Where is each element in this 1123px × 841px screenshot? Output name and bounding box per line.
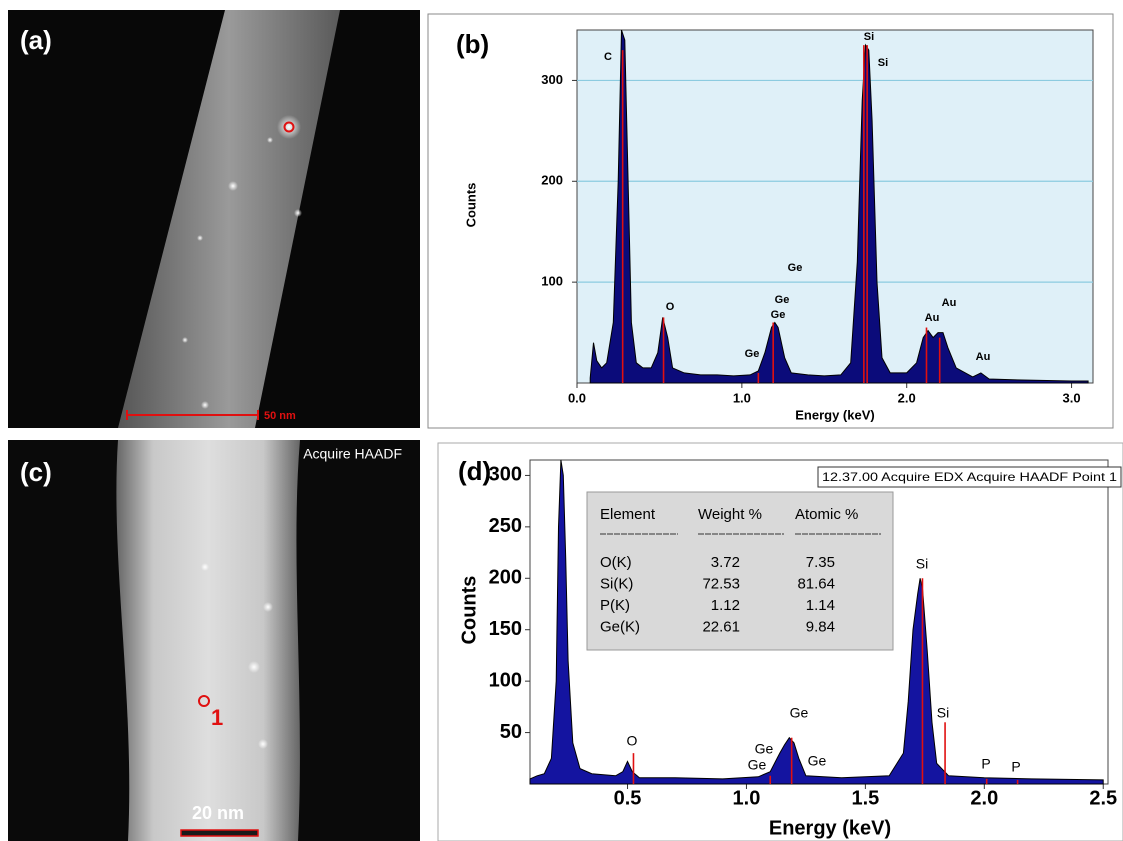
peak-label: Au <box>976 351 991 363</box>
x-tick-label: 1.0 <box>733 390 751 405</box>
table-cell: P(K) <box>600 597 630 614</box>
nanowire <box>118 10 340 428</box>
y-tick-label: 100 <box>489 669 522 691</box>
peak-label: O <box>627 733 638 749</box>
peak-label: Si <box>864 31 874 43</box>
particle <box>182 337 188 343</box>
point-label: 1 <box>211 705 223 730</box>
panel-label: (b) <box>456 29 489 59</box>
y-axis-label: Counts <box>458 576 480 645</box>
title-box <box>817 466 1122 488</box>
particle <box>201 563 209 571</box>
x-tick-label: 1.0 <box>733 787 761 809</box>
particle <box>277 115 301 139</box>
table-cell: Si(K) <box>600 575 633 592</box>
y-tick-label: 300 <box>541 72 563 87</box>
x-tick-label: 3.0 <box>1063 390 1081 405</box>
peak-label: P <box>1011 759 1020 775</box>
peak-label: Ge <box>788 262 803 274</box>
table-cell: Ge(K) <box>600 618 640 635</box>
table-cell: 72.53 <box>702 575 740 592</box>
image-c: 1 Acquire HAADF 20 nm (c) <box>8 440 420 841</box>
table-cell: 3.72 <box>711 554 740 571</box>
caption: Acquire HAADF <box>303 446 402 462</box>
panel-label: (d) <box>458 456 491 486</box>
particle <box>228 181 238 191</box>
spectrum <box>529 459 1104 785</box>
y-tick-label: 50 <box>500 721 522 743</box>
peak-label: Ge <box>790 705 809 721</box>
x-axis-label: Energy (keV) <box>769 817 891 839</box>
peak-label: Ge <box>745 348 760 360</box>
table-cell: 1.14 <box>806 597 835 614</box>
y-tick-label: 300 <box>489 464 522 486</box>
table-header: Atomic % <box>795 506 858 523</box>
peak-label: Si <box>878 57 888 69</box>
table-cell: 7.35 <box>806 554 835 571</box>
x-tick-label: 1.5 <box>851 787 879 809</box>
x-axis-label: Energy (keV) <box>795 407 874 422</box>
scale-bar-label: 20 nm <box>192 803 244 823</box>
point-marker <box>283 121 295 133</box>
peak-label: Au <box>942 297 957 309</box>
y-tick-label: 200 <box>541 173 563 188</box>
peak-label: Si <box>916 556 928 572</box>
peak-label: Si <box>937 705 949 721</box>
plot-area <box>576 29 1094 384</box>
peak-label: Ge <box>775 294 790 306</box>
x-tick-label: 2.0 <box>898 390 916 405</box>
y-tick-label: 150 <box>489 618 522 640</box>
table-cell: 9.84 <box>806 618 835 635</box>
scale-bar-label: 50 nm <box>264 410 296 422</box>
table-cell: 81.64 <box>797 575 835 592</box>
peak-label: Au <box>925 312 940 324</box>
table-cell: 1.12 <box>711 597 740 614</box>
panel-label: (a) <box>20 25 52 55</box>
x-tick-label: 0.0 <box>568 390 586 405</box>
table-header: Weight % <box>698 506 762 523</box>
peak-label: Ge <box>808 753 827 769</box>
point-marker <box>198 695 210 707</box>
peak-label: P <box>981 756 990 772</box>
particle <box>258 739 268 749</box>
x-tick-label: 0.5 <box>614 787 642 809</box>
y-tick-label: 250 <box>489 515 522 537</box>
image-a: 50 nm (a) <box>8 10 420 428</box>
particle <box>197 235 203 241</box>
particle <box>294 209 302 217</box>
peak-label: C <box>604 51 612 63</box>
scale-bar <box>180 829 259 837</box>
chart-title: 12.37.00 Acquire EDX Acquire HAADF Point… <box>822 470 1117 484</box>
panel-label: (c) <box>20 457 52 487</box>
particle <box>267 137 273 143</box>
peak-label: Ge <box>771 309 786 321</box>
particle <box>248 661 260 673</box>
table-header: Element <box>600 506 656 523</box>
y-tick-label: 200 <box>489 567 522 589</box>
peak-label: O <box>666 301 675 313</box>
x-tick-label: 2.0 <box>970 787 998 809</box>
table-box <box>586 491 894 651</box>
spectrum <box>589 29 1089 384</box>
nanowire <box>116 440 300 841</box>
x-tick-label: 2.5 <box>1089 787 1117 809</box>
y-axis-label: Counts <box>463 183 478 228</box>
particle <box>263 602 273 612</box>
peak-label: Ge <box>755 741 774 757</box>
table-cell: O(K) <box>600 554 632 571</box>
peak-label: Ge <box>748 757 767 773</box>
particle <box>201 401 209 409</box>
y-tick-label: 100 <box>541 274 563 289</box>
table-cell: 22.61 <box>702 618 740 635</box>
